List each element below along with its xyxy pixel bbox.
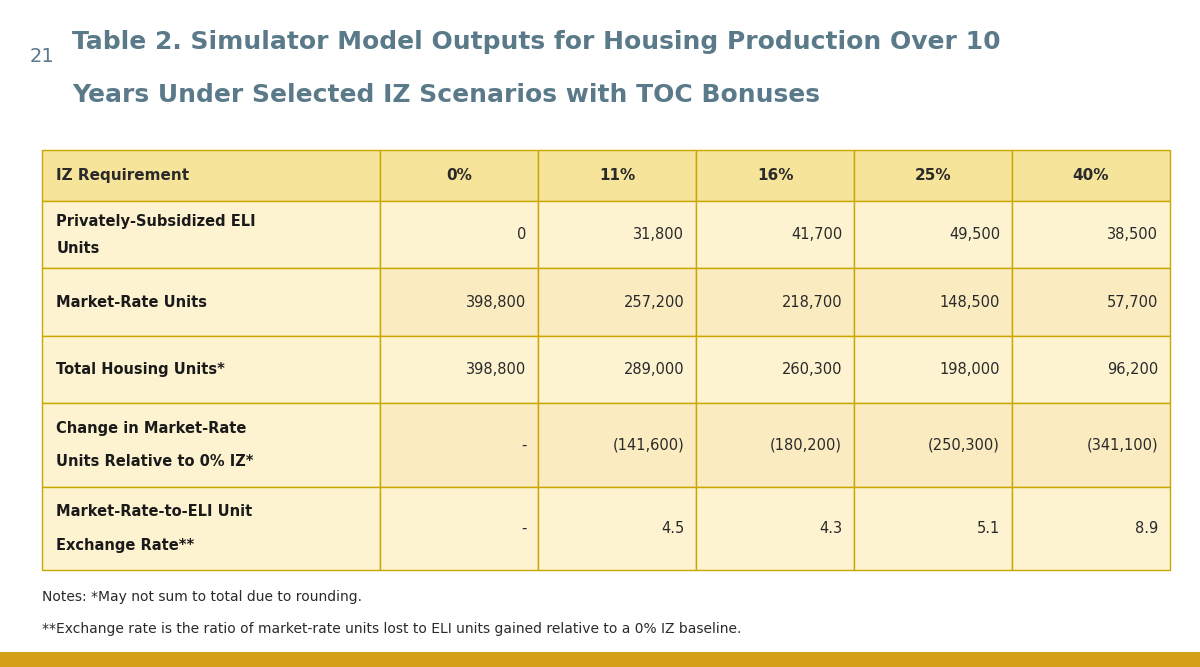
Text: Units Relative to 0% IZ*: Units Relative to 0% IZ* [56, 454, 254, 469]
Text: -: - [521, 438, 527, 452]
Text: (180,200): (180,200) [770, 438, 842, 452]
Text: Exchange Rate**: Exchange Rate** [56, 538, 194, 553]
Text: 148,500: 148,500 [940, 295, 1000, 309]
Text: Years Under Selected IZ Scenarios with TOC Bonuses: Years Under Selected IZ Scenarios with T… [72, 83, 820, 107]
Text: -: - [521, 521, 527, 536]
Text: 8.9: 8.9 [1135, 521, 1158, 536]
Text: (341,100): (341,100) [1086, 438, 1158, 452]
Text: 11%: 11% [599, 168, 636, 183]
Text: Total Housing Units*: Total Housing Units* [56, 362, 226, 377]
Text: (250,300): (250,300) [929, 438, 1000, 452]
Text: **Exchange rate is the ratio of market-rate units lost to ELI units gained relat: **Exchange rate is the ratio of market-r… [42, 622, 742, 636]
Text: 5.1: 5.1 [977, 521, 1000, 536]
Text: 0: 0 [517, 227, 527, 242]
Text: 4.3: 4.3 [820, 521, 842, 536]
Text: 4.5: 4.5 [661, 521, 684, 536]
Text: 218,700: 218,700 [781, 295, 842, 309]
Text: 198,000: 198,000 [940, 362, 1000, 377]
Text: (141,600): (141,600) [612, 438, 684, 452]
Text: Market-Rate Units: Market-Rate Units [56, 295, 208, 309]
Text: 49,500: 49,500 [949, 227, 1000, 242]
Text: 57,700: 57,700 [1106, 295, 1158, 309]
Text: Market-Rate-to-ELI Unit: Market-Rate-to-ELI Unit [56, 504, 253, 520]
Text: 398,800: 398,800 [466, 295, 527, 309]
Text: Units: Units [56, 241, 100, 255]
Text: Privately-Subsidized ELI: Privately-Subsidized ELI [56, 214, 256, 229]
Text: 398,800: 398,800 [466, 362, 527, 377]
Text: Table 2. Simulator Model Outputs for Housing Production Over 10: Table 2. Simulator Model Outputs for Hou… [72, 30, 1001, 54]
Text: 25%: 25% [914, 168, 952, 183]
Text: 260,300: 260,300 [781, 362, 842, 377]
Text: 96,200: 96,200 [1106, 362, 1158, 377]
Text: 257,200: 257,200 [624, 295, 684, 309]
Text: 0%: 0% [446, 168, 473, 183]
Text: IZ Requirement: IZ Requirement [56, 168, 190, 183]
Text: 41,700: 41,700 [791, 227, 842, 242]
Text: 16%: 16% [757, 168, 793, 183]
Text: 21: 21 [30, 47, 55, 65]
Text: Notes: *May not sum to total due to rounding.: Notes: *May not sum to total due to roun… [42, 590, 362, 604]
Text: 31,800: 31,800 [634, 227, 684, 242]
Text: 40%: 40% [1073, 168, 1109, 183]
Text: Change in Market-Rate: Change in Market-Rate [56, 421, 247, 436]
Text: 289,000: 289,000 [624, 362, 684, 377]
Text: 38,500: 38,500 [1106, 227, 1158, 242]
